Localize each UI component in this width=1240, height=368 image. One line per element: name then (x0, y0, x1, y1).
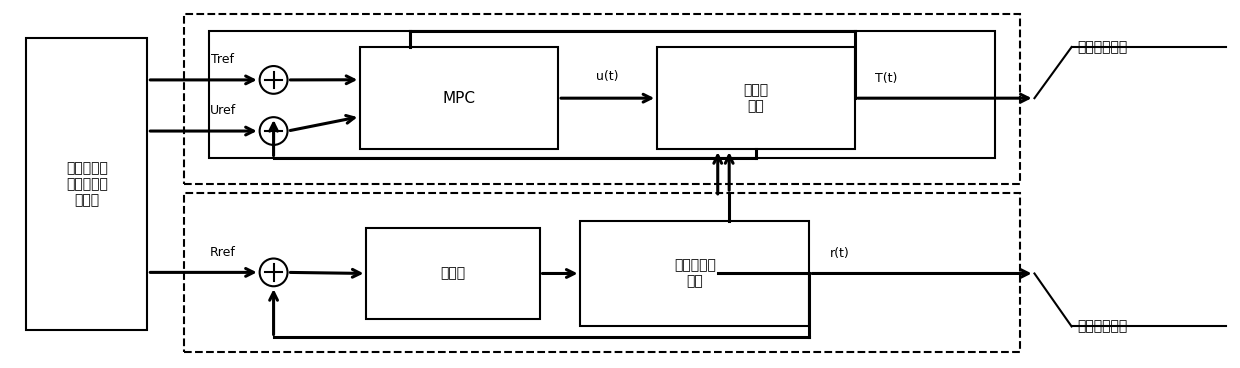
Text: 参考晶体形
状（建模、
优化）: 参考晶体形 状（建模、 优化） (66, 161, 108, 207)
Text: Rref: Rref (210, 246, 236, 259)
FancyBboxPatch shape (360, 47, 558, 149)
Text: MPC: MPC (443, 91, 476, 106)
Text: 温度控制部分: 温度控制部分 (1078, 40, 1128, 54)
Text: 控制器: 控制器 (440, 266, 465, 280)
FancyBboxPatch shape (657, 47, 856, 149)
FancyBboxPatch shape (580, 220, 810, 326)
Text: r(t): r(t) (831, 247, 851, 260)
Text: 半径控制部分: 半径控制部分 (1078, 319, 1128, 333)
FancyBboxPatch shape (366, 228, 539, 319)
Text: T(t): T(t) (874, 72, 898, 85)
Text: u(t): u(t) (596, 70, 619, 83)
FancyBboxPatch shape (210, 31, 994, 159)
Text: Tref: Tref (211, 53, 234, 66)
Text: 有限元
模型: 有限元 模型 (744, 83, 769, 113)
FancyBboxPatch shape (26, 38, 148, 330)
Text: 提拉动力学
模型: 提拉动力学 模型 (673, 258, 715, 289)
Text: Uref: Uref (210, 105, 236, 117)
